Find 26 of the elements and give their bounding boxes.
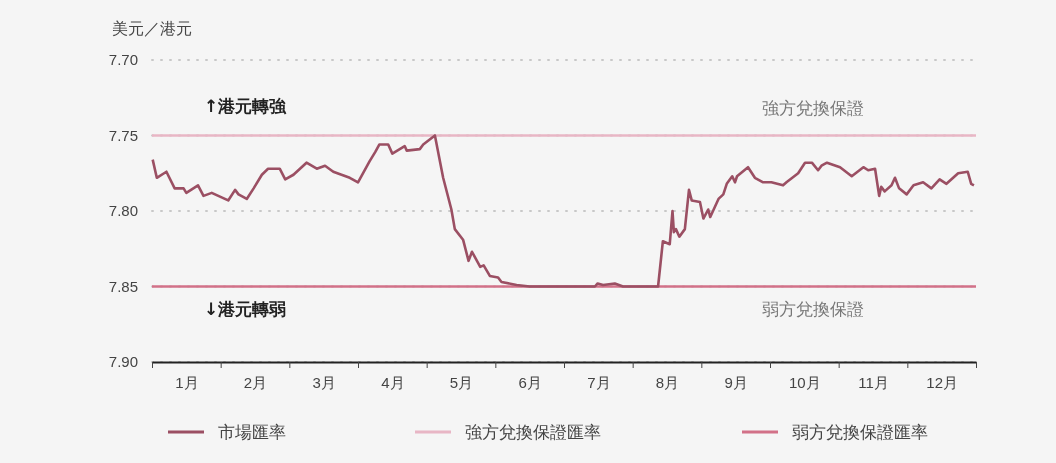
x-tick-label: 2月 <box>243 373 268 391</box>
y-tick-label: 7.85 <box>108 277 138 295</box>
x-tick-label: 12月 <box>926 373 959 391</box>
legend-label: 強方兌換保證匯率 <box>465 421 601 442</box>
x-tick-label: 7月 <box>587 373 611 391</box>
x-tick-label: 5月 <box>449 373 474 391</box>
legend-label: 弱方兌換保證匯率 <box>792 421 928 442</box>
x-tick-label: 11月 <box>858 373 889 391</box>
annotation: ↑港元轉強 <box>203 95 288 116</box>
x-tick-label: 4月 <box>381 373 405 391</box>
y-axis-title: 美元／港元 <box>112 19 192 38</box>
x-tick-label: 9月 <box>724 373 748 391</box>
annotation: 弱方兌換保證 <box>762 298 864 319</box>
x-tick-label: 1月 <box>175 373 199 391</box>
legend-label: 市場匯率 <box>218 421 286 442</box>
line-series <box>151 134 976 288</box>
y-tick-label: 7.90 <box>108 353 138 371</box>
x-tick-label: 3月 <box>312 373 336 391</box>
y-tick-label: 7.70 <box>108 51 138 69</box>
x-tick-label: 6月 <box>518 373 542 391</box>
annotation: 強方兌換保證 <box>762 97 864 118</box>
annotation: ↓港元轉弱 <box>203 298 287 319</box>
x-tick-label: 8月 <box>655 373 680 391</box>
x-tick-label: 10月 <box>788 373 821 391</box>
y-tick-label: 7.80 <box>108 202 138 220</box>
y-tick-label: 7.75 <box>108 126 138 144</box>
